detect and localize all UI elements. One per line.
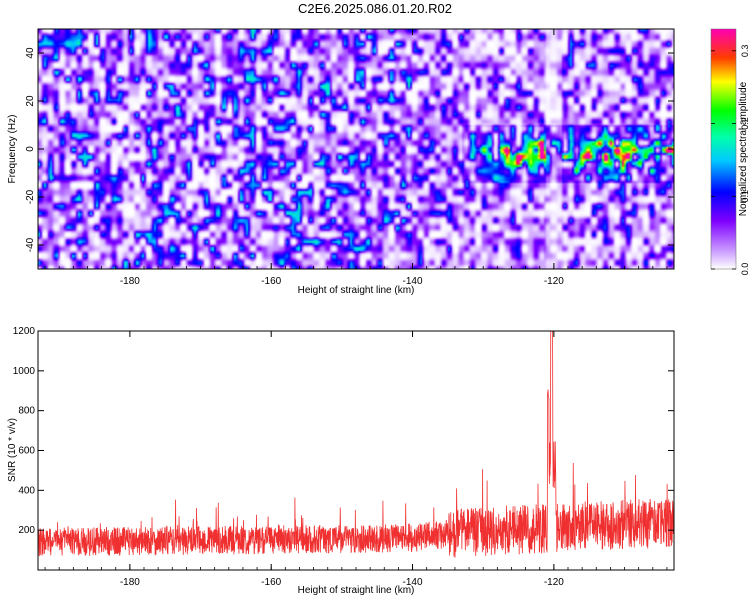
heatmap-y-tick-label: -20 bbox=[25, 189, 36, 204]
snr-y-tick-label: 400 bbox=[18, 485, 35, 496]
snr-x-tick-label: -140 bbox=[403, 577, 423, 588]
heatmap-y-tick-label: 0 bbox=[25, 146, 36, 152]
heatmap-x-tick-label: -180 bbox=[120, 276, 140, 287]
heatmap-x-axis-label: Height of straight line (km) bbox=[298, 285, 415, 296]
heatmap-y-tick-label: 40 bbox=[25, 47, 36, 59]
snr-y-tick-label: 1200 bbox=[13, 326, 36, 337]
colorbar-tick-label: 0.3 bbox=[740, 45, 750, 58]
heatmap-x-tick-label: -140 bbox=[403, 276, 423, 287]
colorbar-ticks: 0.0 0.1 0.2 0.3 bbox=[711, 45, 750, 276]
colorbar-tick-label: 0.0 bbox=[740, 263, 750, 276]
snr-x-tick-label: -180 bbox=[120, 577, 140, 588]
colorbar-gradient bbox=[711, 29, 736, 269]
heatmap-image bbox=[38, 29, 674, 269]
snr-x-tick-label: -160 bbox=[261, 577, 281, 588]
colorbar-tick-label: 0.2 bbox=[740, 117, 750, 130]
snr-panel: -180 -160 -140 -120 200 400 600 800 1000 1200 Hei… bbox=[7, 326, 675, 596]
snr-frame bbox=[37, 330, 675, 571]
snr-y-tick-label: 600 bbox=[18, 446, 35, 457]
heatmap-y-tick-label: 20 bbox=[25, 95, 36, 107]
snr-series-line bbox=[38, 331, 674, 558]
heatmap-panel: -180 -160 -140 -120 -40 -20 0 20 40 Height of st… bbox=[7, 28, 675, 296]
chart-title: C2E6.2025.086.01.20.R02 bbox=[298, 1, 452, 16]
snr-y-tick-label: 1000 bbox=[13, 366, 36, 377]
snr-y-tick-label: 200 bbox=[18, 525, 35, 536]
snr-y-tick-label: 800 bbox=[18, 406, 35, 417]
heatmap-x-tick-label: -160 bbox=[261, 276, 281, 287]
heatmap-y-tick-label: -40 bbox=[25, 237, 36, 252]
heatmap-x-tick-label: -120 bbox=[544, 276, 564, 287]
heatmap-y-axis-label: Frequency (Hz) bbox=[7, 115, 18, 184]
colorbar-tick-label: 0.1 bbox=[740, 190, 750, 203]
snr-x-tick-label: -120 bbox=[544, 577, 564, 588]
heatmap-frame bbox=[37, 28, 675, 270]
snr-x-axis-label: Height of straight line (km) bbox=[298, 585, 415, 596]
snr-y-axis-label: SNR (10 * v/v) bbox=[7, 418, 18, 482]
heatmap-axes: -180 -160 -140 -120 -40 -20 0 20 40 bbox=[25, 29, 674, 287]
colorbar-frame bbox=[710, 28, 737, 270]
colorbar: 0.0 0.1 0.2 0.3 Normalized spectral amplitu… bbox=[710, 28, 750, 276]
colorbar-label: Normalized spectral amplitude bbox=[738, 81, 749, 216]
